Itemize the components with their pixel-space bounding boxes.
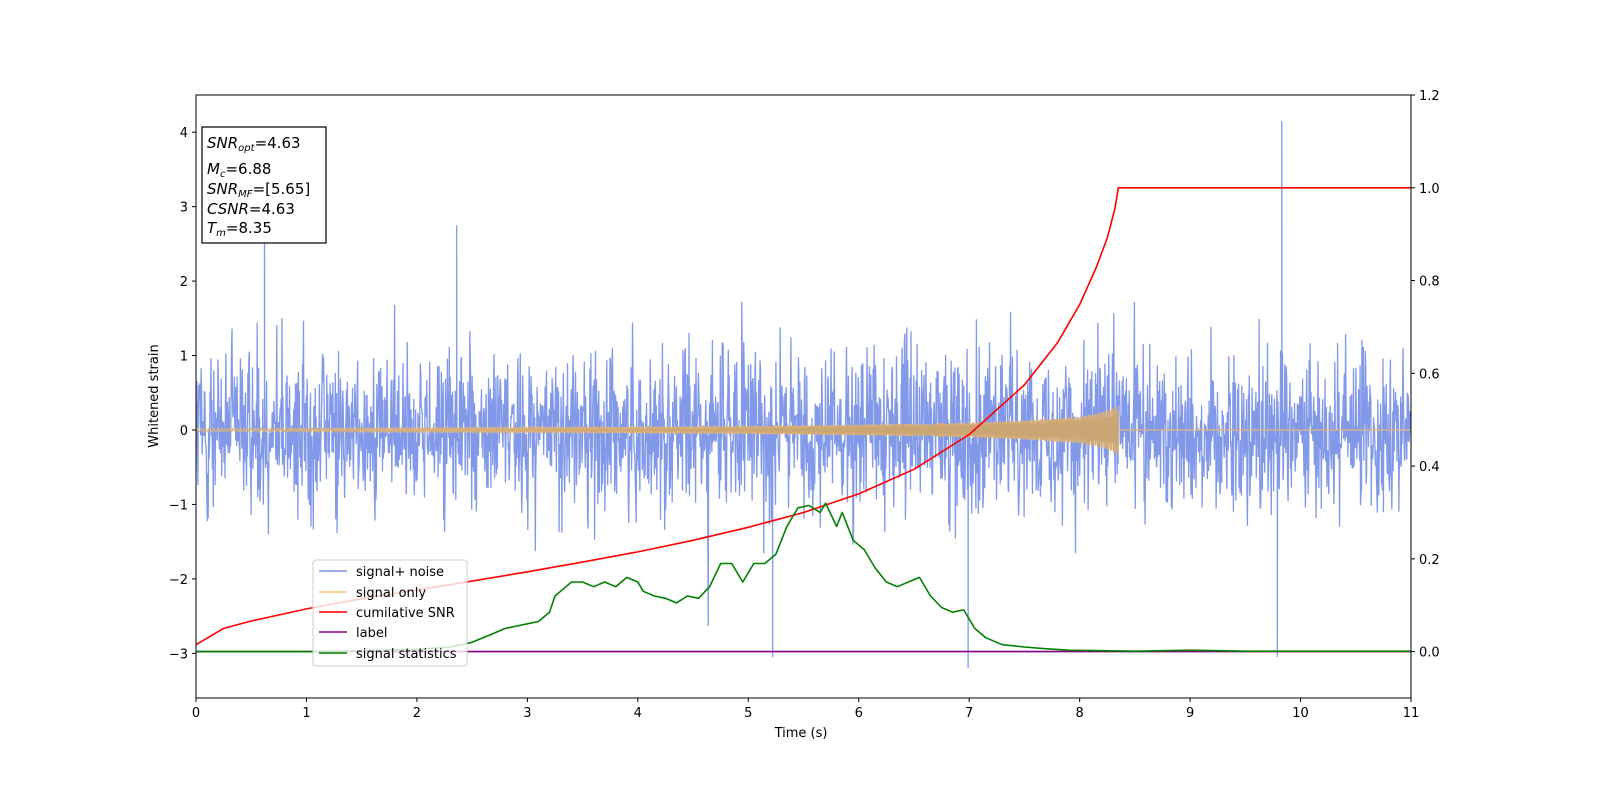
y-tick-label: −2 bbox=[169, 573, 188, 588]
legend-label-label: label bbox=[356, 626, 387, 641]
series-signal-only-overlap bbox=[196, 405, 1411, 455]
y2-tick-label: 0.6 bbox=[1419, 367, 1440, 382]
legend-label-signal-statistics: signal statistics bbox=[356, 647, 457, 662]
x-tick-label: 1 bbox=[302, 706, 310, 721]
y-tick-label: 2 bbox=[180, 275, 188, 290]
y-tick-label: −1 bbox=[169, 498, 188, 513]
plot-frame bbox=[195, 94, 1412, 699]
annotation-mc: Mc=6.88 bbox=[207, 160, 271, 180]
legend: signal+ noise signal only cumilative SNR… bbox=[312, 559, 468, 667]
annotation-snr-opt: SNRopt=4.63 bbox=[207, 134, 301, 154]
x-tick-label: 9 bbox=[1186, 706, 1194, 721]
y-tick-label: 4 bbox=[180, 126, 188, 141]
x-tick-label: 7 bbox=[965, 706, 973, 721]
y2-tick-label: 0.8 bbox=[1419, 275, 1440, 290]
y2-tick-label: 0.0 bbox=[1419, 646, 1440, 661]
x-tick-label: 5 bbox=[744, 706, 752, 721]
y2-tick-label: 1.2 bbox=[1419, 89, 1440, 104]
y-tick-label: −3 bbox=[169, 647, 188, 662]
x-tick-label: 10 bbox=[1292, 706, 1309, 721]
legend-label-signal-only: signal only bbox=[356, 586, 426, 601]
y-tick-label: 0 bbox=[180, 424, 188, 439]
x-tick-label: 0 bbox=[192, 706, 200, 721]
y-tick-label: 3 bbox=[180, 201, 188, 216]
series-signal-statistics bbox=[196, 502, 1411, 653]
x-axis-label: Time (s) bbox=[774, 726, 828, 741]
y2-tick-label: 0.2 bbox=[1419, 553, 1440, 568]
x-tick-label: 2 bbox=[413, 706, 421, 721]
annotation-tm: Tm=8.35 bbox=[207, 219, 272, 239]
stats-annotation: SNRopt=4.63 Mc=6.88 SNRMF=[5.65] CSNR=4.… bbox=[201, 126, 327, 244]
legend-frame bbox=[312, 559, 468, 667]
legend-label-signal-noise: signal+ noise bbox=[356, 565, 444, 580]
x-tick-label: 11 bbox=[1403, 706, 1420, 721]
y-tick-label: 1 bbox=[180, 350, 188, 365]
series-signal-noise bbox=[196, 121, 1411, 669]
annotation-frame bbox=[201, 126, 327, 244]
x-tick-label: 3 bbox=[523, 706, 531, 721]
y2-tick-label: 1.0 bbox=[1419, 182, 1440, 197]
axes-layer: 0 1 2 3 4 5 6 7 8 9 10 11 −3 −2 −1 0 1 2 3 4 0.0 0.2 0.4 0.6 0.8… bbox=[169, 89, 1440, 721]
y-axis-label: Whitened strain bbox=[147, 344, 162, 447]
x-tick-label: 6 bbox=[855, 706, 863, 721]
x-tick-label: 8 bbox=[1075, 706, 1083, 721]
legend-label-cumulative-snr: cumilative SNR bbox=[356, 606, 455, 621]
annotation-csnr: CSNR=4.63 bbox=[207, 200, 295, 218]
y2-tick-label: 0.4 bbox=[1419, 460, 1440, 475]
x-tick-label: 4 bbox=[634, 706, 642, 721]
annotation-snr-mf: SNRMF=[5.65] bbox=[207, 180, 310, 200]
